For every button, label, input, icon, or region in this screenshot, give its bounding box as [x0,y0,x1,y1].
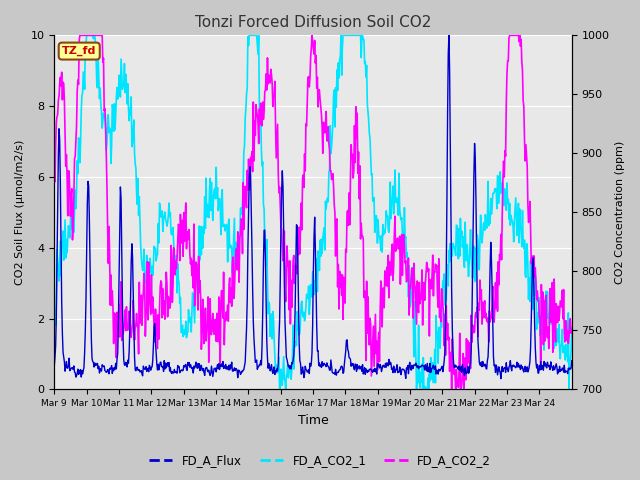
FD_A_CO2_2 [232,246,240,252]
FD_A_CO2_1 [51,315,58,321]
Line: FD_A_Flux: FD_A_Flux [54,36,572,379]
FD_A_CO2_2 [568,329,575,335]
Legend: FD_A_Flux, FD_A_CO2_1, FD_A_CO2_2: FD_A_Flux, FD_A_CO2_1, FD_A_CO2_2 [144,449,496,472]
Y-axis label: CO2 Soil Flux (μmol/m2/s): CO2 Soil Flux (μmol/m2/s) [15,140,25,285]
FD_A_CO2_1 [276,386,284,392]
FD_A_CO2_2 [448,386,456,392]
FD_A_CO2_2 [207,331,214,336]
FD_A_Flux [51,363,58,369]
FD_A_CO2_2 [51,168,58,173]
FD_A_CO2_2 [76,33,84,38]
FD_A_Flux [232,366,239,372]
FD_A_CO2_2 [252,102,260,108]
FD_A_Flux [497,376,505,382]
FD_A_CO2_2 [112,312,120,317]
FD_A_CO2_1 [112,113,120,119]
FD_A_Flux [568,358,575,363]
FD_A_Flux [111,367,119,372]
FD_A_CO2_1 [568,325,575,331]
Line: FD_A_CO2_1: FD_A_CO2_1 [54,36,572,389]
Text: TZ_fd: TZ_fd [62,46,97,56]
FD_A_CO2_1 [232,257,240,263]
FD_A_CO2_1 [367,172,375,178]
FD_A_CO2_1 [207,207,214,213]
FD_A_CO2_1 [83,33,90,38]
FD_A_CO2_2 [396,233,404,239]
FD_A_CO2_1 [252,33,260,38]
FD_A_Flux [252,360,259,365]
FD_A_Flux [445,33,452,38]
Y-axis label: CO2 Concentration (ppm): CO2 Concentration (ppm) [615,141,625,284]
FD_A_Flux [366,366,374,372]
Title: Tonzi Forced Diffusion Soil CO2: Tonzi Forced Diffusion Soil CO2 [195,15,431,30]
FD_A_CO2_2 [367,321,374,327]
X-axis label: Time: Time [298,414,328,427]
Line: FD_A_CO2_2: FD_A_CO2_2 [54,36,572,389]
FD_A_Flux [395,370,403,375]
FD_A_Flux [206,372,214,378]
FD_A_CO2_1 [397,213,404,219]
